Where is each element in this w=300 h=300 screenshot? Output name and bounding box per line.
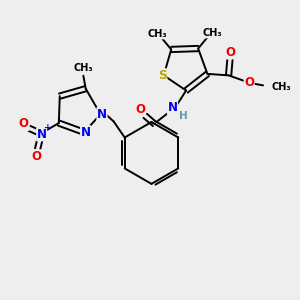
Text: +: + — [44, 123, 52, 132]
Text: CH₃: CH₃ — [272, 82, 292, 92]
Text: O: O — [244, 76, 254, 89]
Text: O: O — [226, 46, 236, 59]
Text: H: H — [179, 111, 188, 121]
Text: N: N — [97, 108, 107, 121]
Text: N: N — [81, 126, 91, 139]
Text: O: O — [19, 118, 28, 130]
Text: CH₃: CH₃ — [147, 29, 167, 39]
Text: CH₃: CH₃ — [202, 28, 222, 38]
Text: CH₃: CH₃ — [74, 63, 93, 73]
Text: N: N — [37, 128, 47, 141]
Text: O: O — [32, 150, 41, 163]
Text: O: O — [135, 103, 145, 116]
Text: S: S — [158, 69, 167, 82]
Text: N: N — [168, 101, 178, 114]
